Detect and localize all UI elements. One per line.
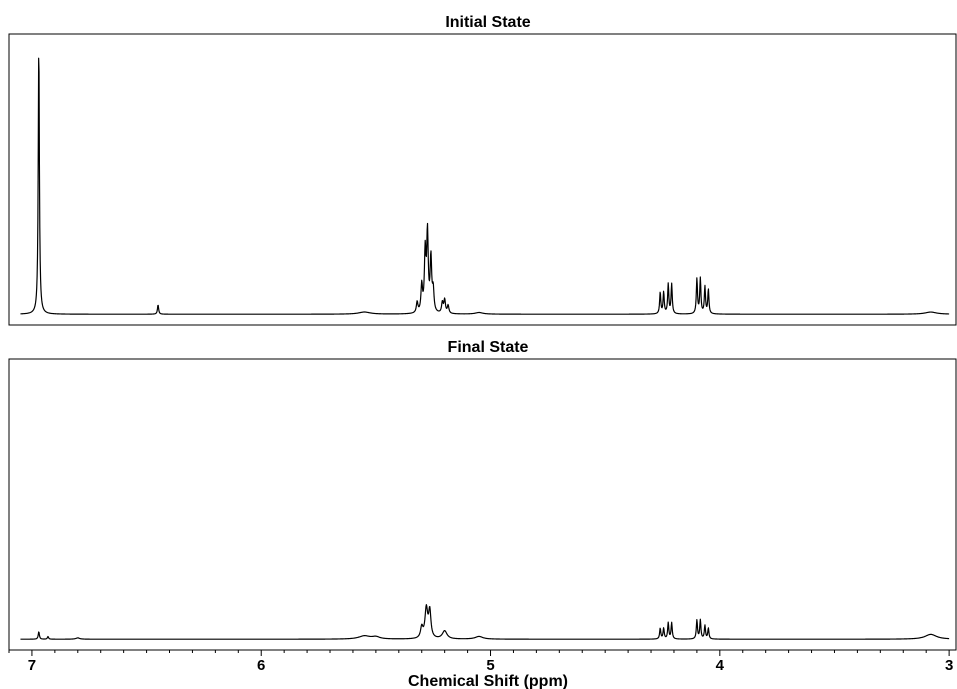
x-axis: 7 6 5 4 3 [8, 650, 953, 674]
x-tick-label: 3 [945, 657, 953, 674]
x-tick-label: 4 [716, 657, 725, 674]
panel-final-state: Final State [8, 339, 957, 651]
spectrum-line-final [20, 604, 950, 640]
spectrum-line-initial [20, 57, 950, 315]
x-tick-label: 6 [257, 657, 265, 674]
panel-title-initial: Initial State [445, 14, 530, 31]
panel-initial-state: Initial State [8, 14, 957, 326]
x-axis-label: Chemical Shift (ppm) [408, 673, 568, 689]
x-tick-label: 7 [28, 657, 36, 674]
panel-title-final: Final State [448, 339, 529, 356]
x-tick-label: 5 [486, 657, 494, 674]
plot-frame-initial [8, 33, 957, 326]
plot-frame-final [8, 358, 957, 651]
